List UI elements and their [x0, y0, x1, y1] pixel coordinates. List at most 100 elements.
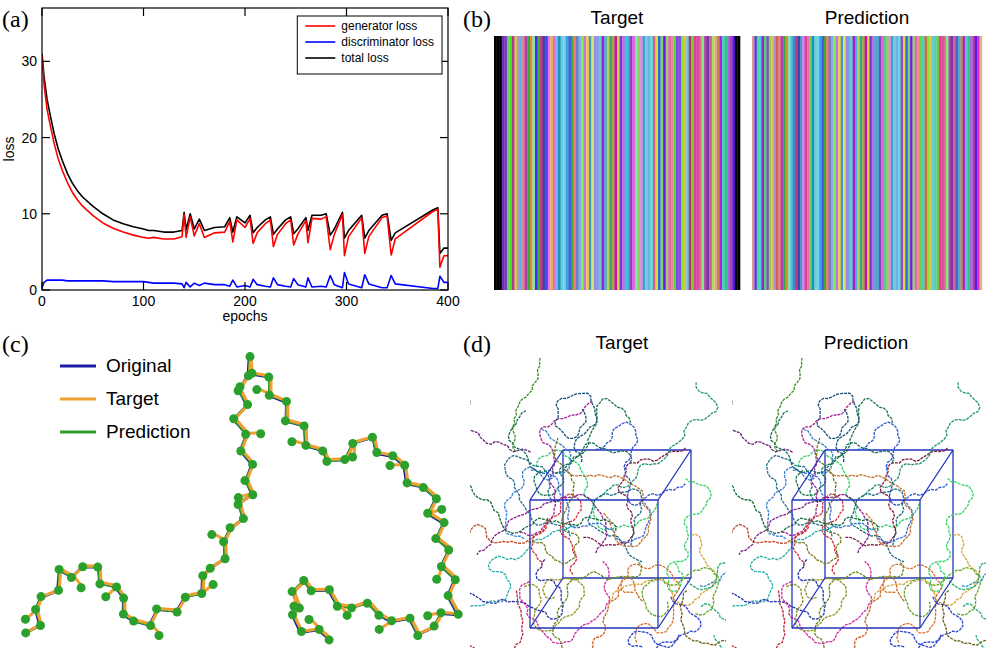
- stripe: [865, 36, 868, 290]
- polymer-chain: [553, 562, 642, 648]
- stripe: [591, 36, 594, 290]
- stripe: [720, 36, 723, 290]
- legend-swatch: [60, 365, 96, 368]
- polymer-chain: [628, 597, 701, 648]
- stripe: [889, 36, 892, 290]
- bead: [288, 610, 297, 619]
- stripe: [673, 36, 676, 290]
- stripe: [790, 36, 793, 290]
- stripe: [676, 36, 679, 290]
- legend-swatch: [60, 431, 96, 434]
- bead: [243, 400, 252, 409]
- stripe: [538, 36, 541, 290]
- stripe: [896, 36, 899, 290]
- stripe: [691, 36, 694, 290]
- stripe: [874, 36, 877, 290]
- stripe: [679, 36, 682, 290]
- stripe: [941, 36, 944, 290]
- bead: [209, 580, 218, 589]
- panel-letter: (b): [463, 6, 491, 32]
- y-tick-label: 0: [29, 282, 37, 298]
- stripe: [800, 36, 803, 290]
- panel-d: TargetPrediction: [411, 310, 988, 650]
- stripe: [540, 36, 543, 290]
- bead: [343, 611, 352, 620]
- bead: [388, 451, 397, 460]
- bead: [119, 594, 128, 603]
- bead: [129, 617, 138, 626]
- stripe: [972, 36, 975, 290]
- stripe: [884, 36, 887, 290]
- polymer-chain: [732, 559, 826, 619]
- stripe: [581, 36, 584, 290]
- stripe: [774, 36, 777, 290]
- stripe: [607, 36, 610, 290]
- bead: [181, 593, 190, 602]
- bead: [207, 530, 216, 539]
- stripe: [507, 36, 510, 290]
- bead: [252, 385, 261, 394]
- stripe: [915, 36, 918, 290]
- stripe: [807, 36, 810, 290]
- bead: [93, 563, 102, 572]
- bead: [77, 583, 86, 592]
- bead: [348, 439, 357, 448]
- x-tick-label: 200: [233, 293, 257, 309]
- stripe: [532, 36, 535, 290]
- bead: [387, 616, 396, 625]
- x-tick: [143, 282, 144, 290]
- bead: [36, 621, 45, 630]
- stripe: [850, 36, 853, 290]
- x-tick: [346, 282, 347, 290]
- stripe: [893, 36, 896, 290]
- bead: [432, 575, 441, 584]
- x-tick: [447, 8, 448, 16]
- legend-box: [297, 16, 442, 74]
- bead: [444, 546, 453, 555]
- stripe: [504, 36, 507, 290]
- stripe: [732, 36, 735, 290]
- stripe: [795, 36, 798, 290]
- polymer-chain: [942, 590, 986, 648]
- bead: [146, 621, 155, 630]
- polymer-chain: [470, 559, 564, 619]
- stripe: [568, 36, 571, 290]
- stripe: [934, 36, 937, 290]
- polymer-chain: [767, 455, 833, 536]
- bead: [281, 416, 290, 425]
- stripe: [960, 36, 963, 290]
- polymer-chain: [596, 422, 685, 505]
- stripe: [764, 36, 767, 290]
- polymer-chain: [470, 384, 531, 453]
- polymer-chain: [609, 534, 717, 605]
- stripe: [810, 36, 813, 290]
- bead: [299, 576, 308, 585]
- polymer-chain: [528, 438, 579, 564]
- stripe: [735, 36, 738, 290]
- legend-label: Prediction: [106, 421, 191, 442]
- bead: [300, 421, 309, 430]
- bead: [21, 628, 30, 637]
- stripe: [553, 36, 556, 290]
- bead: [347, 603, 356, 612]
- stripe: [689, 36, 692, 290]
- stripe: [699, 36, 702, 290]
- bead: [226, 523, 235, 532]
- plot-lines: [42, 54, 448, 289]
- bead: [444, 591, 453, 600]
- polymer-chain: [534, 399, 631, 496]
- polymer-chain: [567, 469, 651, 547]
- bead: [37, 592, 46, 601]
- stripe: [798, 36, 801, 290]
- stripe: [704, 36, 707, 290]
- bead: [307, 586, 316, 595]
- y-tick: [42, 137, 50, 138]
- stripe: [722, 36, 725, 290]
- panel-letter: (a): [2, 6, 29, 32]
- polymer-chain: [871, 534, 979, 605]
- stripe: [643, 36, 646, 290]
- stripe: [781, 36, 784, 290]
- stripe: [645, 36, 648, 290]
- stripe: [980, 36, 983, 290]
- stripe: [793, 36, 796, 290]
